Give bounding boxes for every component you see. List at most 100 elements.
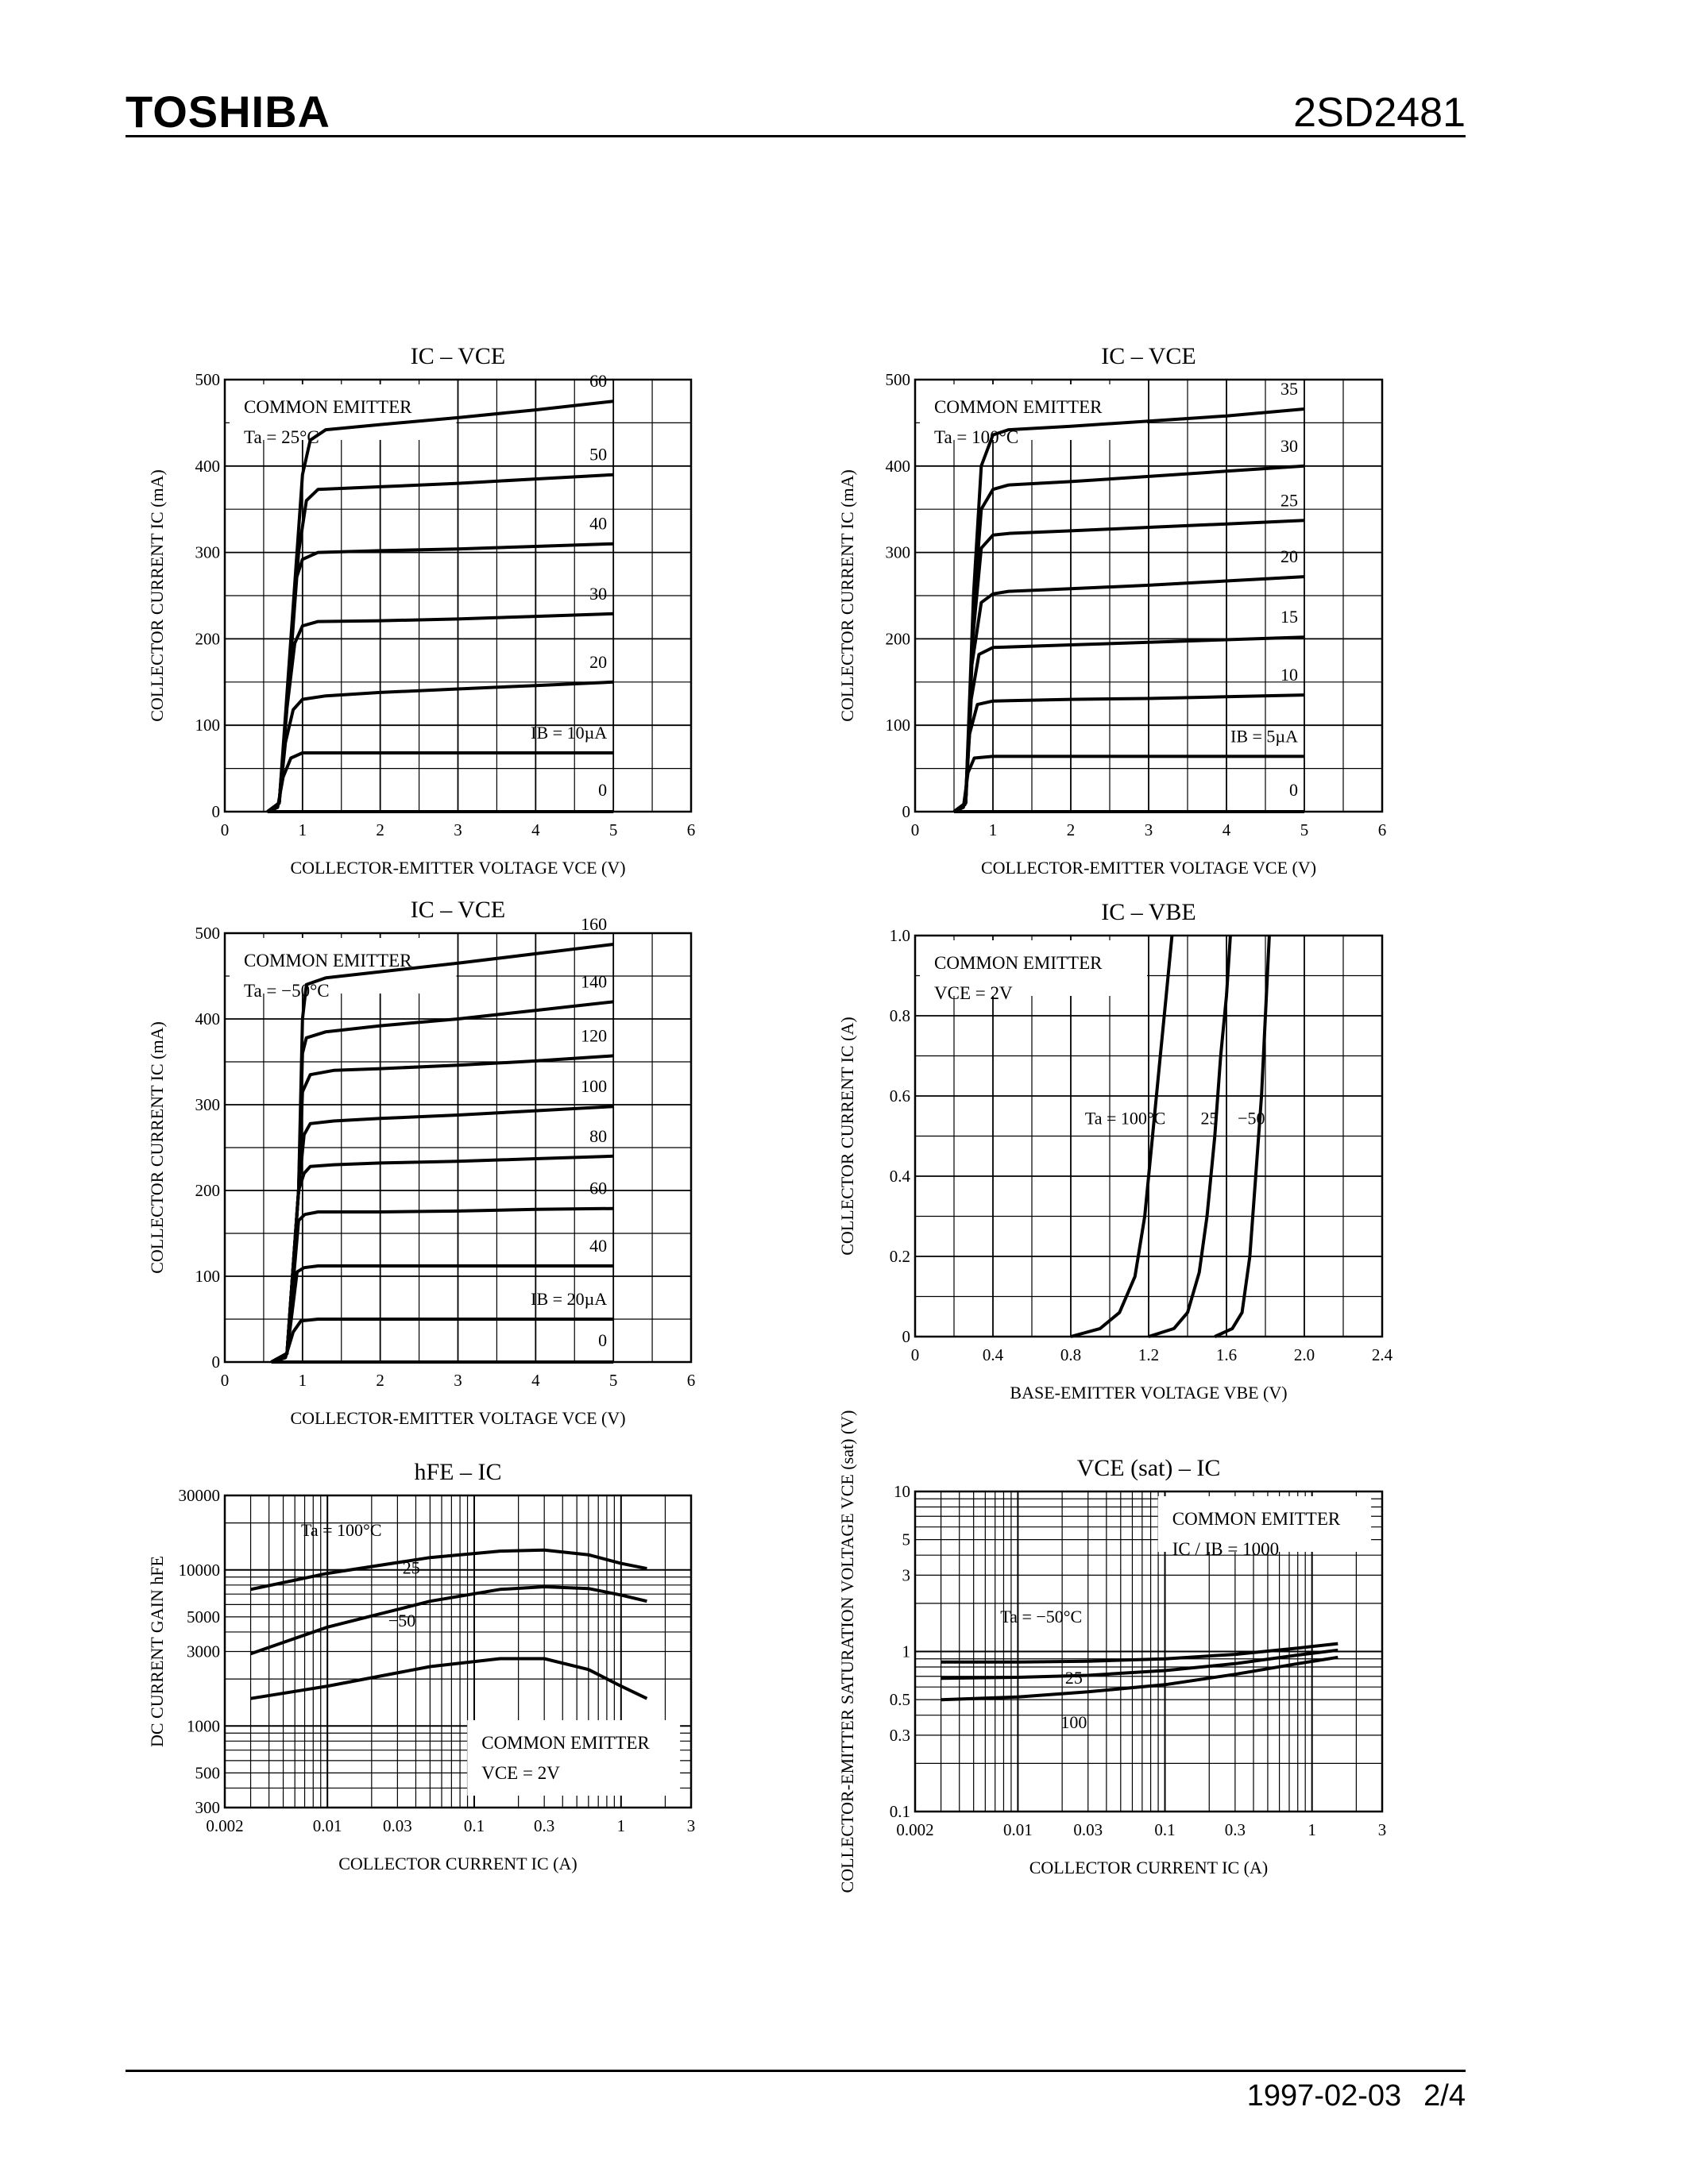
x-tick-label: 0: [221, 820, 230, 839]
series-line: [952, 519, 1305, 813]
y-tick-label: 100: [195, 1267, 221, 1286]
series-label: −50: [1238, 1108, 1265, 1128]
chart-annotation: Ta = −50°C: [244, 981, 330, 1001]
x-tick-label: 0.4: [983, 1345, 1004, 1364]
y-tick-label: 500: [886, 370, 911, 389]
part-number: 2SD2481: [1293, 90, 1466, 136]
series-label: 20: [1280, 546, 1298, 566]
x-tick-label: 1: [1308, 1820, 1316, 1839]
series-label: −50: [388, 1611, 415, 1630]
series-label: IB = 20µA: [531, 1289, 607, 1309]
y-tick-label: 400: [886, 457, 911, 476]
x-tick-label: 0.002: [896, 1820, 933, 1839]
y-tick-label: 3: [902, 1565, 911, 1584]
x-tick-label: 3: [454, 820, 462, 839]
x-tick-label: 2.4: [1372, 1345, 1393, 1364]
x-tick-label: 6: [687, 1371, 696, 1390]
x-tick-label: 1: [299, 820, 307, 839]
chart-title: IC – VCE: [411, 897, 505, 923]
x-tick-label: 3: [1145, 820, 1153, 839]
y-tick-label: 200: [886, 629, 911, 648]
y-tick-label: 5: [902, 1530, 911, 1549]
y-tick-label: 0.8: [890, 1006, 910, 1025]
series-line: [249, 1585, 647, 1656]
y-tick-label: 0: [212, 802, 221, 821]
y-tick-label: 500: [195, 370, 221, 389]
y-tick-label: 300: [886, 543, 911, 562]
x-tick-label: 0: [221, 1371, 230, 1390]
y-tick-label: 1: [902, 1642, 911, 1661]
y-tick-label: 100: [195, 716, 221, 735]
series-line: [952, 575, 1305, 813]
y-tick-label: 0: [902, 1327, 911, 1346]
series-label: 20: [589, 652, 607, 672]
series-line: [1214, 935, 1271, 1338]
chart-title: IC – VBE: [1101, 899, 1196, 925]
x-tick-label: 4: [531, 1371, 540, 1390]
series-line: [941, 1648, 1338, 1680]
series-label: 25: [1065, 1668, 1083, 1688]
x-tick-label: 0.002: [206, 1816, 243, 1835]
series-line: [270, 1264, 614, 1364]
y-axis-label: COLLECTOR CURRENT IC (A): [837, 1017, 857, 1255]
chart-title: hFE – IC: [414, 1459, 501, 1485]
series-label: Ta = 100°C: [1085, 1108, 1166, 1128]
series-label: 30: [589, 584, 607, 604]
y-tick-label: 300: [195, 1095, 221, 1114]
y-axis-label: COLLECTOR CURRENT IC (mA): [837, 469, 857, 722]
x-tick-label: 3: [1378, 1820, 1387, 1839]
y-tick-label: 3000: [187, 1642, 220, 1661]
series-line: [1070, 935, 1174, 1338]
x-axis-label: COLLECTOR-EMITTER VOLTAGE VCE (V): [981, 858, 1316, 878]
series-label: 10: [1280, 665, 1298, 685]
series-line: [271, 1318, 614, 1364]
series-label: 50: [589, 445, 607, 465]
y-tick-label: 10: [894, 1482, 910, 1501]
series-label: 35: [1280, 379, 1298, 399]
x-tick-label: 4: [531, 820, 540, 839]
annotation-panel-5: [1157, 1496, 1372, 1552]
annotation-panel-4: [467, 1719, 681, 1796]
chart-annotation: VCE = 2V: [934, 983, 1013, 1003]
y-tick-label: 200: [195, 629, 221, 648]
y-tick-label: 5000: [187, 1607, 220, 1626]
x-tick-label: 6: [1378, 820, 1387, 839]
x-tick-label: 3: [454, 1371, 462, 1390]
x-tick-label: 1.6: [1216, 1345, 1237, 1364]
footer-rule: [126, 2070, 1466, 2072]
series-label: 0: [598, 1330, 607, 1350]
x-tick-label: 5: [609, 1371, 618, 1390]
series-label: 40: [589, 1236, 607, 1256]
series-label: 30: [1280, 436, 1298, 456]
series-line: [953, 754, 1304, 813]
chart-annotation: COMMON EMITTER: [244, 951, 412, 970]
x-tick-label: 1: [617, 1816, 626, 1835]
series-label: 120: [581, 1025, 607, 1045]
y-tick-label: 300: [195, 1798, 221, 1817]
x-axis-label: COLLECTOR CURRENT IC (A): [1029, 1858, 1268, 1877]
chart-annotation: VCE = 2V: [481, 1763, 560, 1783]
grid-4: [224, 1495, 692, 1808]
chart-annotation: IC / IB = 1000: [1172, 1539, 1279, 1559]
chart-title: IC – VCE: [1101, 343, 1196, 369]
x-tick-label: 2: [1067, 820, 1076, 839]
chart-annotation: COMMON EMITTER: [934, 397, 1103, 417]
x-axis-label: COLLECTOR CURRENT IC (A): [338, 1854, 577, 1873]
x-tick-label: 3: [687, 1816, 696, 1835]
series-label: 40: [589, 514, 607, 534]
x-tick-label: 0.03: [383, 1816, 412, 1835]
series-label: 0: [1289, 780, 1298, 800]
x-tick-label: 6: [687, 820, 696, 839]
series-label: 60: [589, 1179, 607, 1198]
series-line: [270, 1154, 614, 1364]
y-tick-label: 30000: [179, 1486, 221, 1505]
x-tick-label: 0.1: [1154, 1820, 1175, 1839]
series-label: IB = 10µA: [531, 723, 607, 743]
series-line: [266, 473, 614, 813]
series-line: [250, 1657, 648, 1700]
y-tick-label: 0: [212, 1352, 221, 1372]
series-line: [952, 635, 1305, 813]
y-tick-label: 300: [195, 543, 221, 562]
y-tick-label: 10000: [179, 1561, 221, 1580]
